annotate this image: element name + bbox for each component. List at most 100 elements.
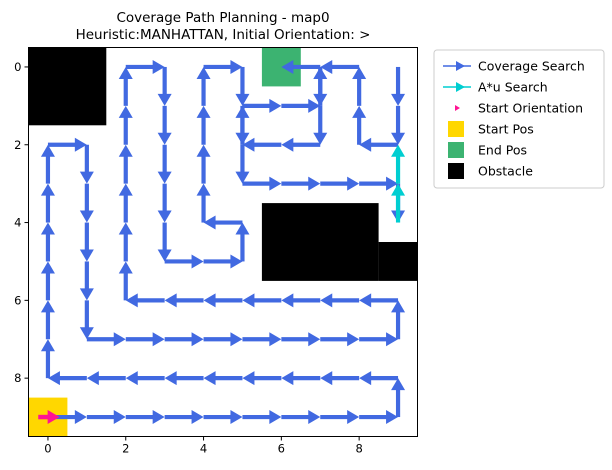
coverage-arrow-head	[118, 105, 133, 118]
legend-box	[433, 49, 605, 189]
coverage-arrow	[359, 293, 399, 308]
coverage-arrow-head	[118, 222, 133, 235]
coverage-arrow	[47, 371, 87, 386]
chart-title: Coverage Path Planning - map0	[116, 10, 329, 26]
coverage-arrow	[359, 137, 399, 152]
coverage-arrow	[242, 137, 282, 152]
coverage-arrow	[118, 105, 133, 145]
x-tick-label: 6	[278, 442, 285, 456]
coverage-arrow-head	[152, 410, 165, 425]
coverage-arrow-head	[196, 66, 211, 79]
coverage-arrow	[40, 300, 55, 340]
astar-arrow	[391, 183, 406, 223]
coverage-arrow	[391, 105, 406, 145]
coverage-arrow-head	[86, 371, 99, 386]
coverage-arrow	[203, 293, 243, 308]
legend-square	[448, 142, 464, 158]
coverage-arrow	[352, 66, 367, 106]
coverage-arrow-head	[313, 132, 328, 145]
start-orientation-arrow	[38, 410, 60, 425]
y-tick-label: 6	[14, 293, 21, 307]
coverage-arrow	[79, 300, 94, 340]
obstacle-cell	[378, 242, 418, 281]
coverage-arrow	[235, 144, 250, 184]
coverage-arrow-head	[391, 300, 406, 313]
coverage-arrow-head	[191, 254, 204, 269]
coverage-arrow-head	[118, 144, 133, 157]
coverage-arrow	[196, 105, 211, 145]
legend-square	[448, 163, 464, 179]
coverage-arrow-head	[113, 410, 126, 425]
coverage-arrow	[118, 183, 133, 223]
legend-arrowhead	[456, 82, 465, 92]
x-tick-label: 2	[122, 442, 129, 456]
coverage-arrow	[203, 59, 243, 74]
coverage-arrow	[40, 144, 55, 184]
legend-symbol-obstacle	[448, 163, 464, 179]
coverage-arrow	[79, 261, 94, 301]
coverage-arrow	[40, 183, 55, 223]
coverage-arrow	[79, 144, 94, 184]
legend-label-end_pos: End Pos	[478, 143, 527, 158]
astar-arrow-head	[391, 183, 406, 196]
coverage-arrow	[359, 371, 399, 386]
coverage-arrow	[164, 332, 204, 347]
coverage-arrow	[40, 261, 55, 301]
coverage-arrow	[157, 222, 172, 262]
coverage-arrow	[79, 222, 94, 262]
coverage-arrow	[359, 332, 399, 347]
coverage-arrow-head	[352, 66, 367, 79]
y-tick-label: 4	[14, 216, 21, 230]
coverage-arrow-head	[235, 105, 250, 118]
coverage-arrow-head	[391, 93, 406, 106]
coverage-arrow-head	[40, 222, 55, 235]
coverage-arrow-head	[157, 171, 172, 184]
coverage-arrow-head	[79, 171, 94, 184]
coverage-arrow-head	[40, 261, 55, 274]
coverage-arrow-head	[235, 222, 250, 235]
coverage-arrow-head	[391, 132, 406, 145]
legend-label-start_pos: Start Pos	[478, 122, 534, 137]
coverage-arrow	[86, 410, 126, 425]
coverage-arrow-head	[281, 59, 294, 74]
coverage-arrow	[157, 183, 172, 223]
coverage-arrow-head	[230, 59, 243, 74]
coverage-arrow-head	[157, 132, 172, 145]
coverage-arrow	[320, 410, 360, 425]
coverage-arrow	[242, 371, 282, 386]
coverage-arrow	[157, 105, 172, 145]
coverage-arrow	[320, 59, 360, 74]
coverage-arrow-head	[113, 332, 126, 347]
coverage-arrow	[125, 293, 165, 308]
coverage-arrow-head	[308, 176, 321, 191]
coverage-arrow-head	[125, 293, 138, 308]
coverage-arrow-head	[230, 410, 243, 425]
coverage-arrow	[125, 332, 165, 347]
coverage-arrow	[281, 98, 321, 113]
coverage-arrow	[242, 293, 282, 308]
coverage-arrow	[242, 176, 282, 191]
legend-label-obstacle: Obstacle	[478, 164, 533, 179]
astar-arrow	[391, 144, 406, 184]
legend-label-astar: A*u Search	[478, 80, 548, 95]
legend-symbol-coverage	[443, 61, 471, 71]
coverage-arrow	[320, 293, 360, 308]
coverage-arrow-head	[359, 293, 372, 308]
coverage-arrow-head	[118, 183, 133, 196]
legend-arrowhead	[456, 61, 465, 71]
coverage-arrow	[125, 59, 165, 74]
coverage-arrow-head	[281, 371, 294, 386]
coverage-arrow-head	[118, 261, 133, 274]
coverage-arrow	[281, 59, 321, 74]
coverage-arrow	[118, 261, 133, 301]
coverage-arrow	[391, 300, 406, 340]
coverage-arrow	[164, 371, 204, 386]
coverage-arrow	[118, 144, 133, 184]
coverage-arrow-head	[196, 183, 211, 196]
coverage-arrow	[313, 105, 328, 145]
coverage-arrow-head	[242, 293, 255, 308]
coverage-arrow	[86, 371, 126, 386]
coverage-arrow	[391, 66, 406, 106]
coverage-arrow-head	[79, 210, 94, 223]
coverage-arrow-head	[230, 254, 243, 269]
